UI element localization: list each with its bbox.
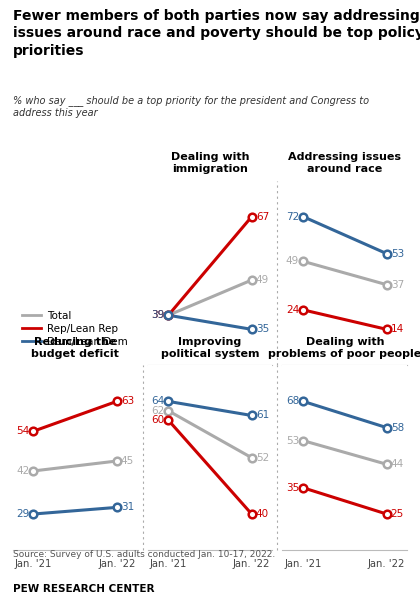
Text: 45: 45 — [121, 456, 134, 466]
Text: 40: 40 — [256, 509, 269, 519]
Text: 67: 67 — [256, 212, 269, 222]
Text: 42: 42 — [16, 466, 29, 476]
Text: 64: 64 — [151, 397, 164, 406]
Text: 72: 72 — [286, 212, 299, 222]
Title: Addressing issues
around race: Addressing issues around race — [289, 152, 402, 174]
Title: Improving
political system: Improving political system — [161, 337, 259, 359]
Text: 62: 62 — [151, 406, 164, 416]
Text: 29: 29 — [16, 509, 29, 519]
Title: Dealing with
problems of poor people: Dealing with problems of poor people — [268, 337, 420, 359]
Text: 68: 68 — [286, 397, 299, 406]
Text: 24: 24 — [286, 305, 299, 315]
Text: 35: 35 — [256, 324, 269, 334]
Title: Reducing the
budget deficit: Reducing the budget deficit — [31, 337, 119, 359]
Text: 39: 39 — [151, 310, 164, 320]
Text: 58: 58 — [391, 423, 404, 433]
Text: 35: 35 — [286, 483, 299, 493]
Text: % who say ___ should be a top priority for the president and Congress to
address: % who say ___ should be a top priority f… — [13, 95, 369, 118]
Text: 49: 49 — [256, 275, 269, 285]
Text: 63: 63 — [121, 397, 134, 406]
Text: 44: 44 — [391, 459, 404, 469]
Text: Fewer members of both parties now say addressing
issues around race and poverty : Fewer members of both parties now say ad… — [13, 9, 420, 58]
Text: 60: 60 — [151, 415, 164, 425]
Text: 61: 61 — [256, 411, 269, 420]
Text: 25: 25 — [391, 509, 404, 519]
Text: PEW RESEARCH CENTER: PEW RESEARCH CENTER — [13, 584, 154, 594]
Text: 37: 37 — [391, 280, 404, 289]
Text: 53: 53 — [391, 248, 404, 259]
Title: Dealing with
immigration: Dealing with immigration — [171, 152, 249, 174]
Text: 31: 31 — [121, 502, 134, 512]
Text: Source: Survey of U.S. adults conducted Jan. 10-17, 2022.: Source: Survey of U.S. adults conducted … — [13, 550, 275, 559]
Text: 39: 39 — [151, 310, 164, 320]
Text: 54: 54 — [16, 426, 29, 436]
Text: 39: 39 — [151, 310, 164, 320]
Legend: Total, Rep/Lean Rep, Dem/Lean Dem: Total, Rep/Lean Rep, Dem/Lean Dem — [18, 307, 132, 351]
Text: 52: 52 — [256, 453, 269, 463]
Text: 49: 49 — [286, 256, 299, 266]
Text: 53: 53 — [286, 436, 299, 446]
Text: 14: 14 — [391, 324, 404, 334]
